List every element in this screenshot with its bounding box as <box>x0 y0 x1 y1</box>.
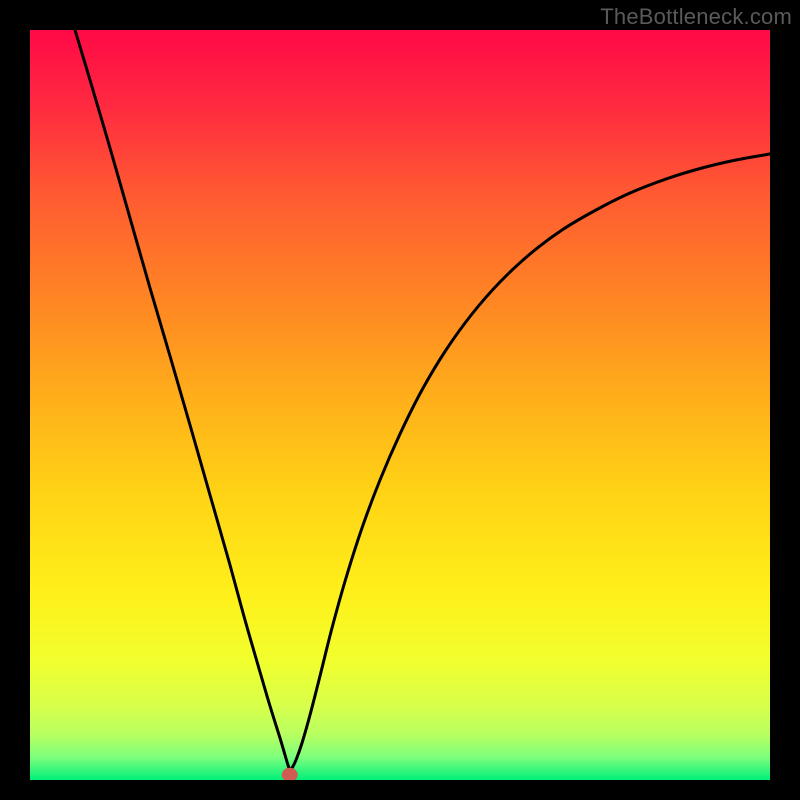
chart-frame: TheBottleneck.com <box>0 0 800 800</box>
watermark-text: TheBottleneck.com <box>600 4 792 30</box>
curve-layer <box>30 30 770 780</box>
plot-area <box>30 30 770 780</box>
optimal-point-marker <box>282 768 298 780</box>
bottleneck-curve <box>75 30 770 770</box>
